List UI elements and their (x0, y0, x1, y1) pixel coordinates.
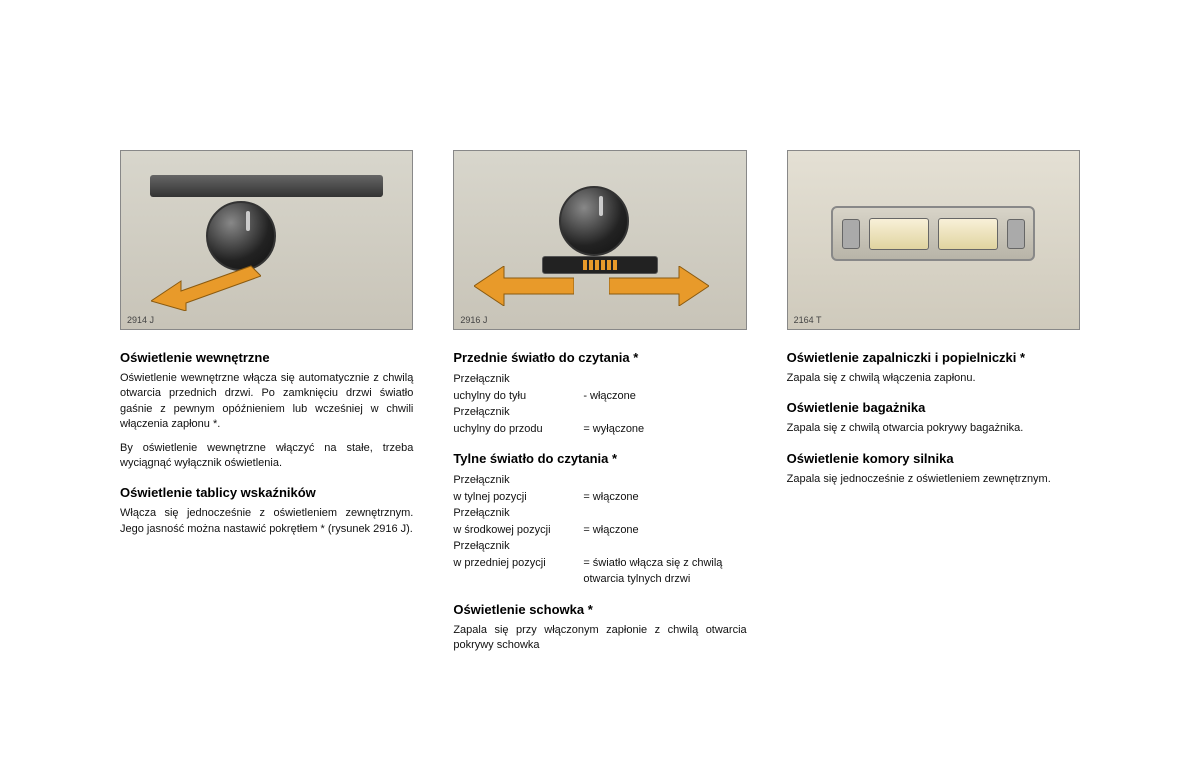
figure-2-label: 2916 J (460, 315, 487, 325)
figure-1-label: 2914 J (127, 315, 154, 325)
page-columns: 2914 J Oświetlenie wewnętrzne Oświetleni… (120, 150, 1080, 661)
col3-heading-1: Oświetlenie zapalniczki i popielniczki * (787, 350, 1080, 365)
col3-para-2: Zapala się z chwilą otwarcia pokrywy bag… (787, 421, 1080, 436)
front-reading-switch-table: Przełącznik uchylny do tyłu- włączone Pr… (453, 371, 746, 437)
figure-1: 2914 J (120, 150, 413, 330)
dome-light-panel (831, 206, 1035, 261)
column-3: 2164 T Oświetlenie zapalniczki i popieln… (787, 150, 1080, 661)
col3-para-3: Zapala się jednocześnie z oświetleniem z… (787, 472, 1080, 487)
rear-reading-switch-table: Przełącznik w tylnej pozycji= włączone P… (453, 472, 746, 588)
col3-heading-2: Oświetlenie bagażnika (787, 400, 1080, 415)
col1-heading-2: Oświetlenie tablicy wskaźników (120, 485, 413, 500)
arrow-left-icon (474, 266, 574, 306)
col2-para-3: Zapala się przy włączonym zapłonie z chw… (453, 623, 746, 654)
col3-heading-3: Oświetlenie komory silnika (787, 451, 1080, 466)
arrow-left-down-icon (151, 261, 261, 311)
figure-3: 2164 T (787, 150, 1080, 330)
col1-para-1: Oświetlenie wewnętrzne włącza się automa… (120, 371, 413, 433)
col1-para-3: Włącza się jednocześnie z oświetleniem z… (120, 506, 413, 537)
column-2: 2916 J Przednie światło do czytania * Pr… (453, 150, 746, 661)
col2-heading-3: Oświetlenie schowka * (453, 602, 746, 617)
figure-2: 2916 J (453, 150, 746, 330)
column-1: 2914 J Oświetlenie wewnętrzne Oświetleni… (120, 150, 413, 661)
arrow-right-icon (609, 266, 709, 306)
col1-heading-1: Oświetlenie wewnętrzne (120, 350, 413, 365)
col1-para-2: By oświetlenie wewnętrzne włączyć na sta… (120, 441, 413, 472)
figure-3-label: 2164 T (794, 315, 822, 325)
col2-heading-1: Przednie światło do czytania * (453, 350, 746, 365)
col2-heading-2: Tylne światło do czytania * (453, 451, 746, 466)
col3-para-1: Zapala się z chwilą włączenia zapłonu. (787, 371, 1080, 386)
